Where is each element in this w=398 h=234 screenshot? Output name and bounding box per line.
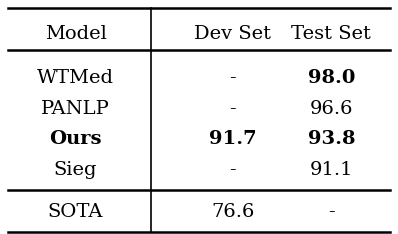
- Text: -: -: [229, 161, 236, 179]
- Text: 96.6: 96.6: [310, 100, 353, 118]
- Text: -: -: [229, 100, 236, 118]
- Text: Sieg: Sieg: [54, 161, 98, 179]
- Text: Dev Set: Dev Set: [194, 25, 271, 43]
- Text: WTMed: WTMed: [37, 69, 114, 87]
- Text: -: -: [328, 203, 335, 221]
- Text: Model: Model: [45, 25, 107, 43]
- Text: Test Set: Test Set: [291, 25, 371, 43]
- Text: 93.8: 93.8: [308, 130, 355, 148]
- Text: 91.7: 91.7: [209, 130, 256, 148]
- Text: -: -: [229, 69, 236, 87]
- Text: 98.0: 98.0: [308, 69, 355, 87]
- Text: 91.1: 91.1: [310, 161, 353, 179]
- Text: 76.6: 76.6: [211, 203, 254, 221]
- Text: Ours: Ours: [49, 130, 102, 148]
- Text: SOTA: SOTA: [48, 203, 103, 221]
- Text: PANLP: PANLP: [41, 100, 110, 118]
